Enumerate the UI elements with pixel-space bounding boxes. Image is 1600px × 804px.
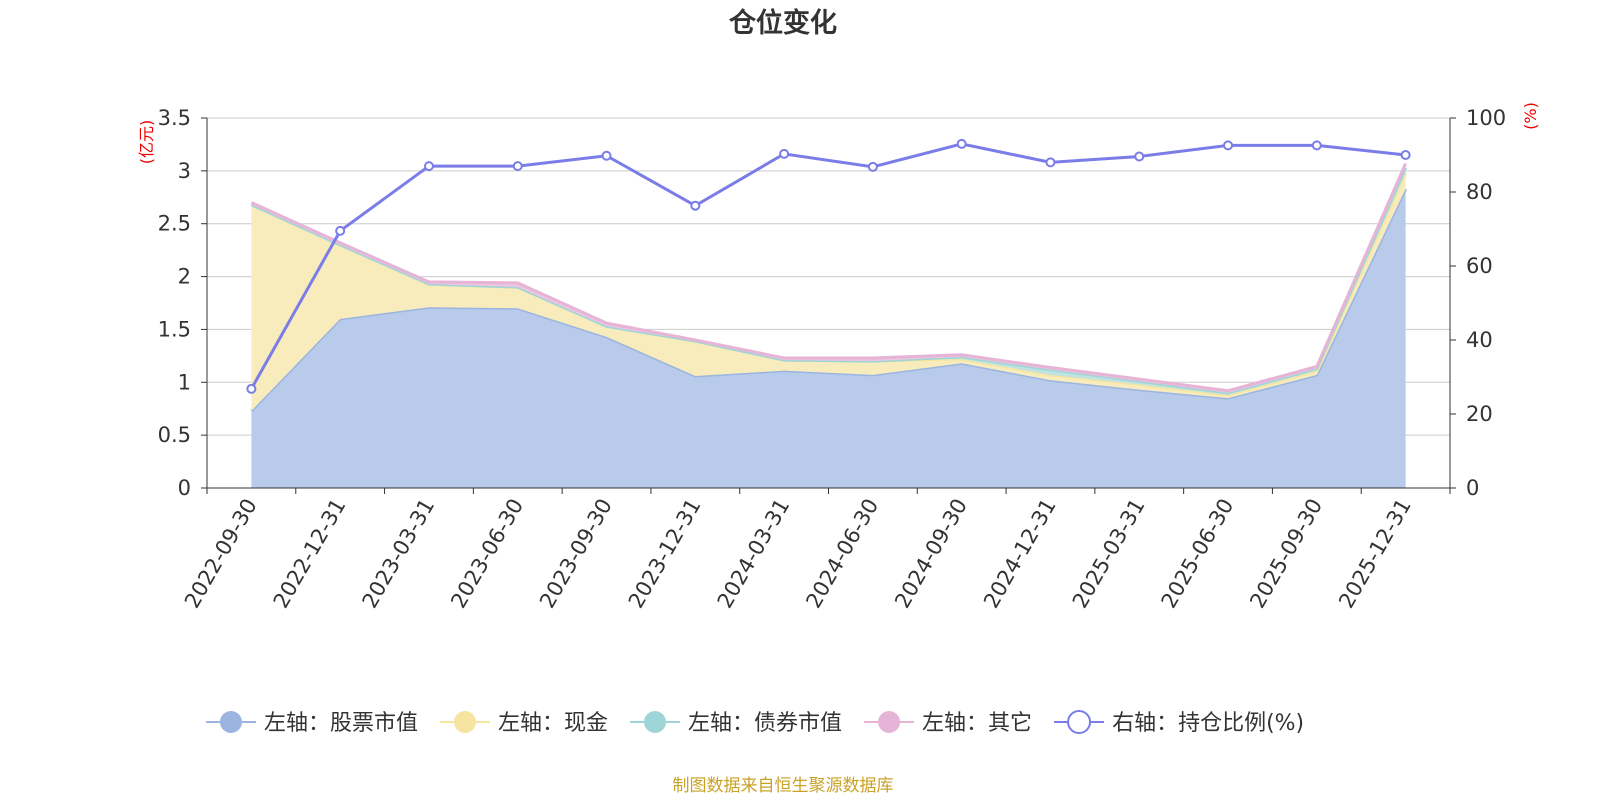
left-tick-label: 2.5 — [158, 212, 191, 236]
legend-label: 左轴：其它 — [922, 711, 1032, 736]
holding-ratio-point — [1045, 157, 1056, 168]
holding-ratio-series — [246, 138, 1411, 394]
legend-marker — [1067, 710, 1092, 734]
legend-item: 右轴：持仓比例(%) — [1054, 710, 1304, 736]
legend: 左轴：股票市值 左轴：现金 左轴：债券市值 左轴：其它 右轴：持仓比例(%) — [206, 710, 1304, 736]
x-tick-label: 2023-03-31 — [357, 495, 439, 613]
x-tick-label: 2024-03-31 — [713, 495, 795, 613]
legend-label: 左轴：债券市值 — [688, 711, 842, 736]
holding-ratio-point — [335, 225, 346, 236]
x-tick-label: 2022-09-30 — [180, 495, 262, 613]
left-tick-label: 1.5 — [158, 317, 191, 341]
legend-marker — [454, 711, 477, 733]
right-tick-label: 80 — [1466, 180, 1493, 204]
x-tick-label: 2024-09-30 — [890, 495, 972, 613]
legend-item: 左轴：现金 — [440, 711, 608, 736]
right-tick-label: 20 — [1466, 402, 1493, 426]
legend-label: 右轴：持仓比例(%) — [1112, 711, 1304, 736]
x-tick-label: 2025-12-31 — [1334, 495, 1416, 613]
left-tick-label: 3 — [178, 159, 191, 183]
holding-ratio-point — [512, 161, 523, 172]
holding-ratio-point — [601, 150, 612, 161]
left-tick-label: 1 — [178, 370, 191, 394]
legend-label: 左轴：股票市值 — [264, 711, 418, 736]
x-tick-label: 2024-12-31 — [979, 495, 1061, 613]
legend-marker — [878, 711, 901, 733]
holding-ratio-point — [1223, 140, 1234, 151]
area-左轴：现金 — [251, 172, 1406, 411]
holding-ratio-point — [956, 138, 967, 149]
x-tick-label: 2023-09-30 — [535, 495, 617, 613]
left-tick-label: 0.5 — [158, 423, 191, 447]
x-tick-label: 2025-03-31 — [1068, 495, 1150, 613]
holding-ratio-point — [246, 383, 257, 394]
legend-item: 左轴：债券市值 — [630, 711, 842, 736]
right-axis-unit: (%) — [1521, 102, 1540, 130]
legend-marker — [220, 711, 242, 733]
x-tick-label: 2024-06-30 — [801, 495, 883, 613]
left-tick-label: 3.5 — [158, 106, 191, 130]
holding-ratio-point — [423, 161, 434, 172]
legend-label: 左轴：现金 — [498, 711, 608, 736]
x-tick-label: 2023-06-30 — [446, 495, 528, 613]
chart-title: 仓位变化 — [728, 7, 837, 39]
right-tick-label: 60 — [1466, 254, 1493, 278]
x-tick-label: 2023-12-31 — [624, 495, 706, 613]
holding-ratio-point — [1134, 151, 1145, 162]
legend-item: 左轴：其它 — [864, 711, 1032, 736]
left-axis-unit: (亿元) — [137, 120, 156, 165]
x-tick-label: 2025-09-30 — [1245, 495, 1327, 613]
holding-ratio-point — [779, 148, 790, 159]
stacked-areas — [250, 162, 1407, 489]
legend-marker — [644, 711, 667, 733]
left-tick-label: 2 — [178, 265, 191, 289]
left-tick-label: 0 — [178, 476, 191, 500]
right-tick-label: 100 — [1466, 106, 1506, 130]
area-左轴：股票市值 — [251, 188, 1406, 489]
right-tick-label: 0 — [1466, 476, 1479, 500]
holding-ratio-point — [690, 200, 701, 211]
holding-ratio-point — [1311, 140, 1322, 151]
legend-item: 左轴：股票市值 — [206, 711, 418, 736]
x-tick-label: 2025-06-30 — [1157, 495, 1239, 613]
holding-ratio-line — [250, 142, 1406, 390]
right-tick-label: 40 — [1466, 328, 1493, 352]
x-tick-label: 2022-12-31 — [269, 495, 351, 613]
source-note: 制图数据来自恒生聚源数据库 — [673, 776, 894, 796]
holding-ratio-point — [867, 161, 878, 172]
holding-ratio-point — [1400, 150, 1411, 160]
line-左轴：其它 — [250, 162, 1407, 393]
